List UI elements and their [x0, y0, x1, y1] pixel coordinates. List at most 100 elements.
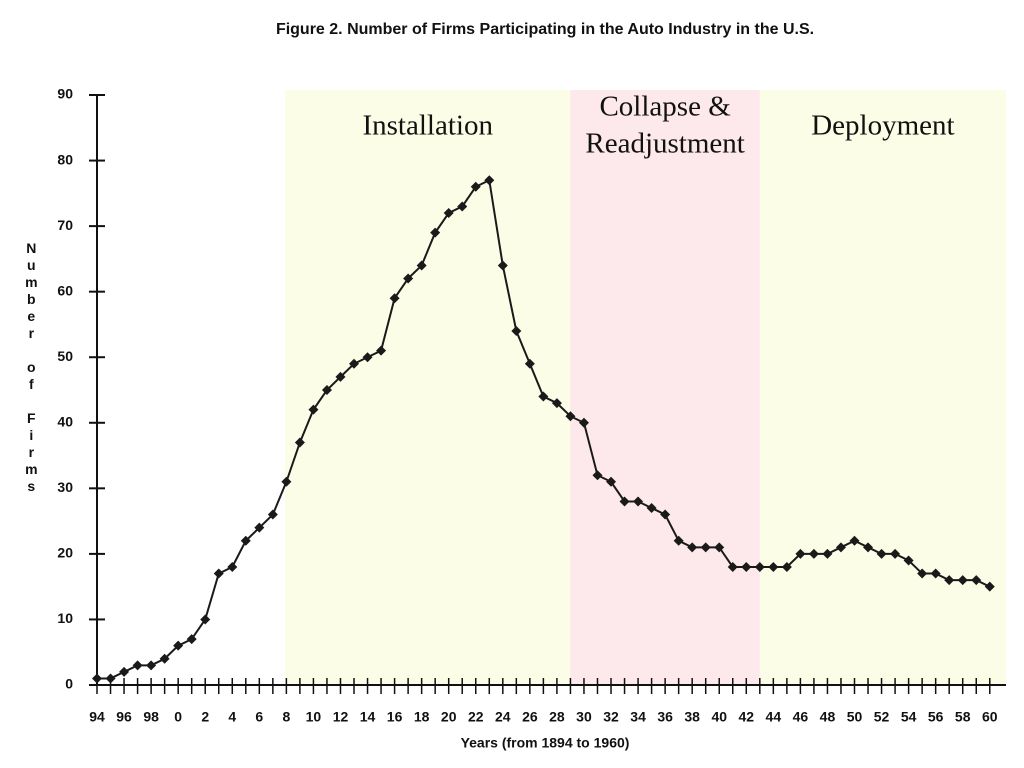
data-point [484, 175, 495, 186]
x-tick-label: 58 [955, 709, 971, 725]
data-point [497, 260, 508, 271]
x-tick-label: 16 [387, 709, 403, 725]
data-point [240, 535, 251, 546]
data-point [808, 548, 819, 559]
data-point [132, 660, 143, 671]
data-point [362, 352, 373, 363]
x-tick-label: 60 [982, 709, 998, 725]
data-point [213, 568, 224, 579]
x-tick-label: 98 [143, 709, 159, 725]
x-tick-label: 44 [766, 709, 782, 725]
data-point [227, 562, 238, 572]
x-tick-label: 40 [711, 709, 727, 725]
phase-label: Readjustment [585, 128, 744, 160]
phase-label: Collapse & [599, 91, 731, 123]
data-point [92, 673, 102, 684]
data-point [890, 548, 901, 559]
data-point [592, 470, 603, 481]
data-point [687, 542, 698, 553]
data-point [754, 562, 765, 572]
data-point [551, 398, 562, 409]
x-tick-label: 54 [901, 709, 917, 725]
data-point [335, 371, 346, 382]
x-tick-label: 2 [201, 709, 209, 725]
data-point [321, 385, 332, 395]
data-point [578, 417, 589, 428]
data-point [349, 358, 360, 369]
data-point [714, 542, 725, 553]
x-tick-label: 96 [116, 709, 132, 725]
x-tick-label: 42 [738, 709, 754, 725]
data-point [308, 404, 319, 415]
data-point [430, 227, 441, 238]
x-tick-label: 36 [657, 709, 673, 725]
data-point [944, 575, 955, 586]
y-tick-label: 90 [57, 86, 73, 102]
data-point [281, 476, 292, 487]
data-point [470, 181, 481, 192]
data-point [903, 555, 914, 566]
x-tick-label: 52 [874, 709, 890, 725]
phase-label: Deployment [811, 110, 954, 142]
y-tick-label: 40 [57, 413, 73, 429]
data-point [606, 476, 617, 487]
data-point [565, 411, 576, 422]
x-tick-label: 12 [333, 709, 349, 725]
x-tick-label: 24 [495, 709, 511, 725]
x-tick-label: 26 [522, 709, 538, 725]
y-axis-title: Number of Firms [23, 240, 39, 495]
y-tick-label: 80 [57, 151, 73, 167]
data-point [119, 666, 130, 677]
data-point [376, 345, 387, 356]
x-tick-label: 28 [549, 709, 565, 725]
x-tick-label: 34 [630, 709, 646, 725]
x-tick-label: 22 [468, 709, 484, 725]
y-tick-label: 10 [57, 610, 73, 626]
x-tick-label: 4 [228, 709, 236, 725]
data-point [254, 522, 265, 533]
y-tick-label: 20 [57, 545, 73, 561]
data-point [822, 548, 833, 559]
y-tick-label: 30 [57, 479, 73, 495]
y-tick-label: 70 [57, 217, 73, 233]
data-point [700, 542, 711, 553]
x-tick-label: 8 [282, 709, 290, 725]
data-point [403, 273, 414, 284]
data-point [633, 496, 644, 507]
data-point [849, 535, 860, 546]
x-tick-label: 46 [793, 709, 809, 725]
data-point [457, 201, 468, 212]
data-point [727, 562, 738, 572]
x-tick-label: 50 [847, 709, 863, 725]
data-point [984, 581, 995, 592]
x-tick-label: 18 [414, 709, 430, 725]
x-tick-label: 20 [441, 709, 457, 725]
x-axis-title: Years (from 1894 to 1960) [461, 735, 630, 751]
data-point [186, 634, 197, 645]
data-point [957, 575, 968, 586]
x-tick-label: 0 [174, 709, 182, 725]
data-point [105, 673, 116, 684]
data-point [389, 293, 400, 304]
phase-region [570, 90, 760, 685]
x-tick-label: 32 [603, 709, 619, 725]
data-point [267, 509, 278, 520]
data-point [917, 568, 928, 579]
data-point [200, 614, 211, 625]
phase-region [759, 90, 1006, 685]
chart-title: Figure 2. Number of Firms Participating … [276, 21, 814, 38]
data-point [173, 640, 184, 651]
data-point [673, 535, 684, 546]
y-tick-label: 50 [57, 348, 73, 364]
x-tick-label: 6 [255, 709, 263, 725]
x-tick-label: 48 [820, 709, 836, 725]
data-point [646, 503, 657, 513]
data-point [876, 548, 887, 559]
x-tick-label: 56 [928, 709, 944, 725]
phase-label: Installation [362, 110, 493, 142]
phase-region [285, 90, 571, 685]
x-tick-label: 14 [360, 709, 376, 725]
data-point [835, 542, 846, 553]
data-point [795, 548, 806, 559]
